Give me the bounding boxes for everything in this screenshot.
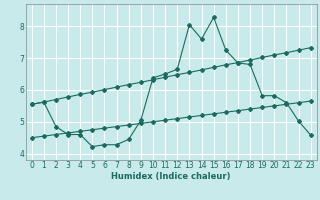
X-axis label: Humidex (Indice chaleur): Humidex (Indice chaleur) [111,172,231,181]
